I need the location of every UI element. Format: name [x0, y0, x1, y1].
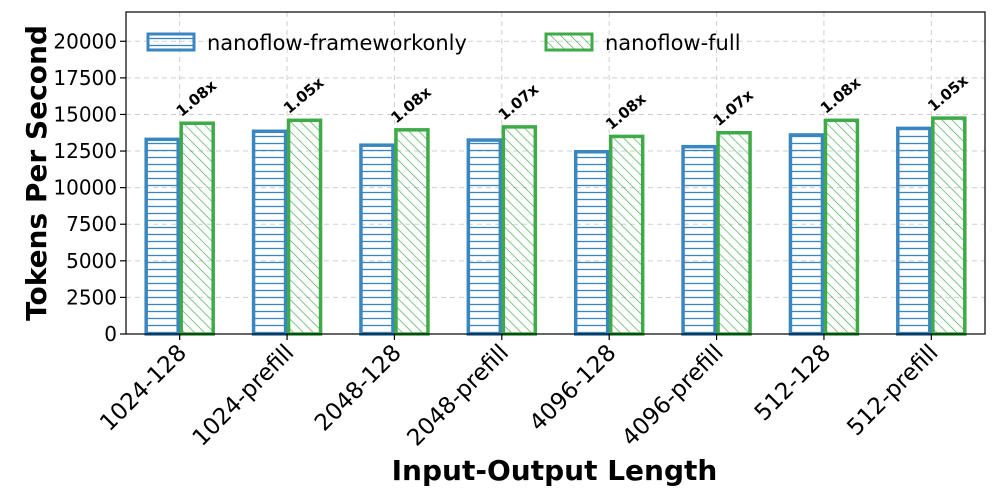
- x-axis-title: Input-Output Length: [392, 454, 718, 487]
- y-tick-label: 0: [104, 322, 117, 346]
- bar-frameworkonly-512-prefill: [896, 126, 932, 336]
- legend-label-full: nanoflow-full: [605, 31, 741, 55]
- y-tick-label: 15000: [53, 102, 117, 126]
- bar-full-1024-128: [179, 121, 215, 336]
- bar-frameworkonly-2048-prefill: [466, 138, 503, 336]
- legend-item-frameworkonly: nanoflow-frameworkonly: [146, 31, 467, 55]
- bar-frameworkonly-4096-prefill: [681, 144, 717, 336]
- x-tick-label: 4096-128: [525, 340, 622, 437]
- x-tick-label: 4096-prefill: [617, 340, 729, 452]
- plot-area: [125, 11, 986, 335]
- y-tick-label: 17500: [53, 66, 117, 90]
- bar-frameworkonly-512-128: [788, 133, 825, 336]
- bar-full-512-128: [823, 118, 860, 336]
- y-axis-ticks: 0 2500 5000 7500 10000 12500 15000 17500 20000: [53, 29, 126, 346]
- x-tick-label: 512-128: [750, 340, 836, 426]
- x-tick-label: 1024-128: [95, 340, 192, 437]
- legend-swatch-full: [544, 32, 594, 52]
- bar-full-4096-128: [608, 134, 645, 336]
- y-tick-label: 20000: [53, 29, 117, 53]
- bar-frameworkonly-1024-prefill: [251, 129, 288, 336]
- bar-full-4096-prefill: [716, 131, 752, 336]
- y-tick-label: 5000: [66, 249, 117, 273]
- legend-item-full: nanoflow-full: [544, 31, 741, 55]
- y-tick-label: 12500: [53, 139, 117, 163]
- legend: nanoflow-frameworkonly nanoflow-full: [146, 31, 741, 55]
- bar-full-1024-prefill: [286, 118, 323, 336]
- x-tick-label: 512-prefill: [842, 340, 943, 441]
- legend-swatch-frameworkonly: [146, 32, 196, 52]
- x-tick-label: 2048-128: [310, 340, 407, 437]
- bar-full-2048-128: [394, 128, 430, 336]
- y-tick-label: 7500: [66, 212, 117, 236]
- y-tick-label: 10000: [53, 176, 117, 200]
- x-tick-label: 2048-prefill: [402, 340, 514, 452]
- bars: [144, 116, 967, 336]
- bar-frameworkonly-2048-128: [359, 143, 395, 336]
- speedup-annotation: 1.07x: [710, 86, 758, 130]
- bar-frameworkonly-4096-128: [573, 150, 610, 336]
- speedup-annotation: 1.08x: [173, 76, 221, 120]
- legend-label-frameworkonly: nanoflow-frameworkonly: [207, 31, 467, 55]
- bar-frameworkonly-1024-128: [144, 137, 180, 336]
- bar-full-2048-prefill: [501, 125, 538, 336]
- y-axis-title: Tokens Per Second: [20, 25, 53, 321]
- bar-full-512-prefill: [931, 116, 967, 336]
- x-tick-label: 1024-prefill: [188, 340, 300, 452]
- y-tick-label: 2500: [66, 285, 117, 309]
